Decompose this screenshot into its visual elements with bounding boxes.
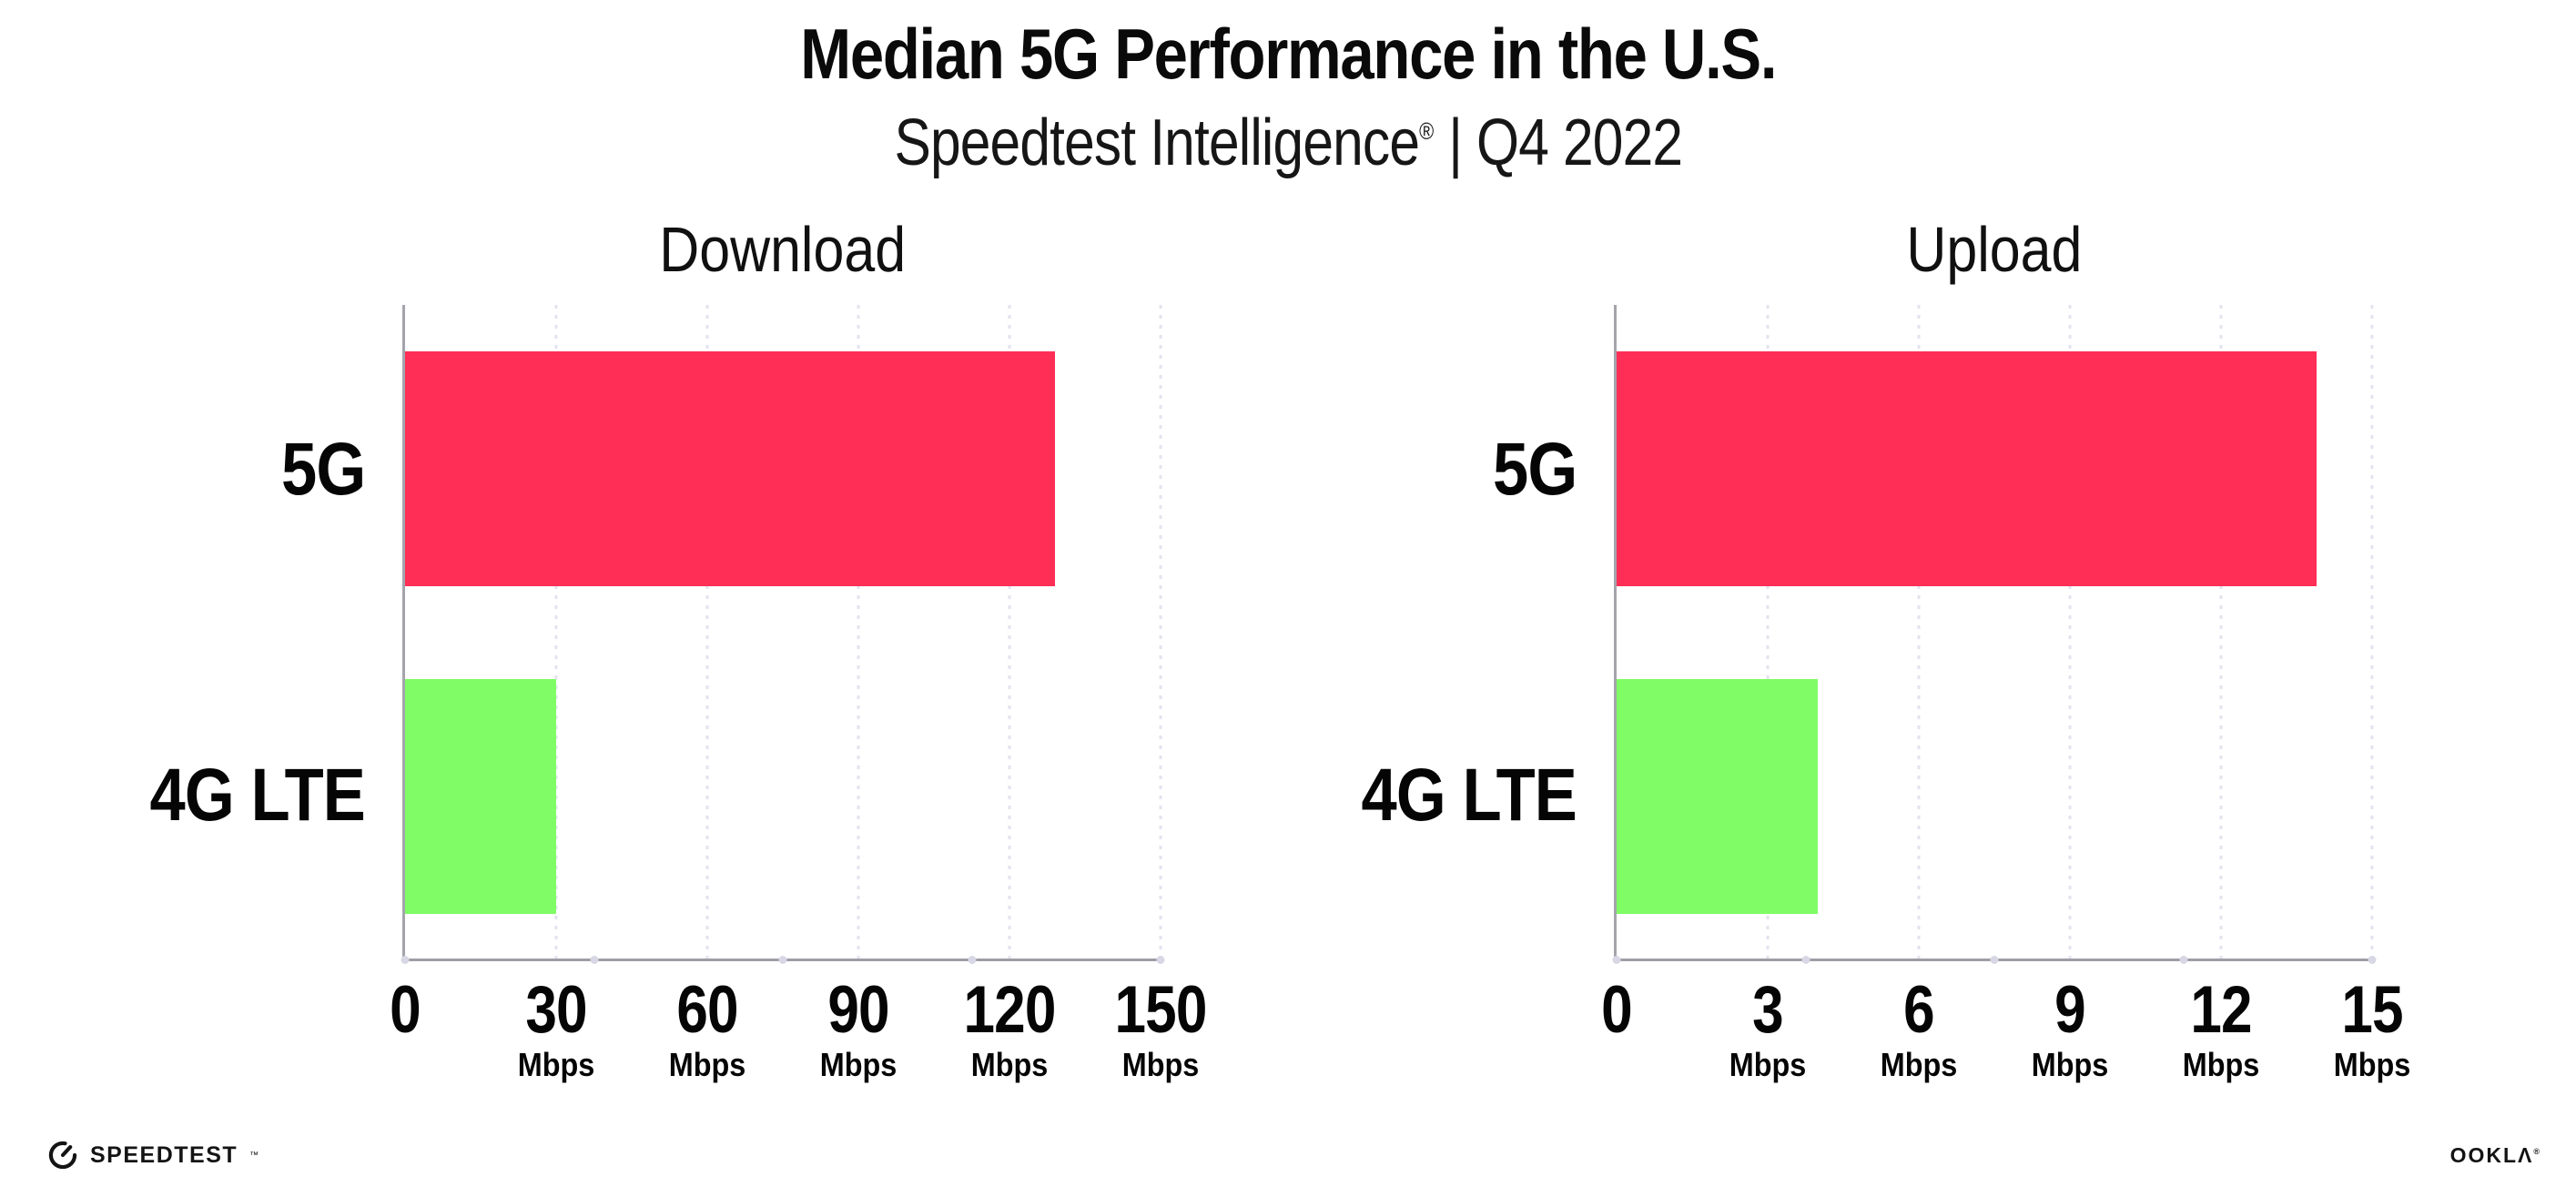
speedtest-gauge-icon [48, 1141, 77, 1170]
row-label-4g-lte: 4G LTE [1361, 754, 1577, 837]
tick-unit: Mbps [517, 1046, 595, 1083]
page-title-text: Median 5G Performance in the U.S. [800, 14, 1777, 94]
gridline [1766, 305, 1770, 959]
tick-value: 150 [1114, 973, 1208, 1047]
row-label-5g: 5G [1492, 427, 1577, 511]
gridline [1008, 305, 1011, 959]
bar-4g-lte [1617, 678, 1819, 915]
tick-label: 9 Mbps [2027, 977, 2113, 1081]
axis-tick-dot [1612, 956, 1621, 964]
tick-unit: Mbps [819, 1046, 898, 1083]
tick-unit: Mbps [1121, 1046, 1200, 1083]
axis-tick-dot [1801, 956, 1810, 964]
tick-label: 120 Mbps [956, 977, 1064, 1081]
axis-tick-dot [2179, 956, 2187, 964]
tick-label: 0 [387, 977, 423, 1043]
tick-value: 15 [2341, 973, 2403, 1047]
row-label-5g: 5G [280, 427, 366, 511]
tick-unit: Mbps [970, 1046, 1049, 1083]
tick-unit: Mbps [1880, 1046, 1958, 1083]
bar-4g-lte [405, 678, 556, 915]
tick-label: 150 Mbps [1107, 977, 1215, 1081]
tick-value: 6 [1903, 973, 1935, 1047]
tick-label: 6 Mbps [1876, 977, 1962, 1081]
gridline [857, 305, 860, 959]
tick-value: 120 [963, 973, 1057, 1047]
tick-label: 3 Mbps [1725, 977, 1810, 1081]
gridline [1159, 305, 1162, 959]
axis-tick-dot [778, 956, 787, 964]
bar-5g [1617, 350, 2317, 587]
tick-label: 60 Mbps [664, 977, 750, 1081]
axis-tick-dot [1990, 956, 1999, 964]
axis-tick-dot [968, 956, 976, 964]
bar-5g [405, 350, 1055, 587]
subtitle-brand: Speedtest Intelligence [894, 107, 1420, 179]
download-chart-title: Download [659, 214, 907, 285]
tick-value: 3 [1752, 973, 1784, 1047]
axis-tick-dot [401, 956, 410, 964]
tick-unit: Mbps [668, 1046, 746, 1083]
tick-value: 9 [2054, 973, 2086, 1047]
tick-value: 0 [1601, 973, 1633, 1047]
axis-tick-dot [1156, 956, 1165, 964]
trademark-icon: ™ [249, 1150, 259, 1161]
tick-unit: Mbps [2333, 1046, 2411, 1083]
page-subtitle-text: Speedtest Intelligence® | Q4 2022 [894, 107, 1683, 179]
axis-tick-dot [2368, 956, 2377, 964]
speedtest-logo: SPEEDTEST ™ [47, 1140, 259, 1171]
tick-value: 12 [2190, 973, 2252, 1047]
tick-label: 15 Mbps [2329, 977, 2415, 1081]
subtitle-period: | Q4 2022 [1433, 107, 1683, 179]
gridline [1917, 305, 1921, 959]
row-label-4g-lte: 4G LTE [149, 754, 366, 837]
tick-label: 30 Mbps [513, 977, 599, 1081]
tick-label: 12 Mbps [2178, 977, 2264, 1081]
upload-chart-title: Upload [1906, 214, 2083, 285]
tick-value: 30 [525, 973, 587, 1047]
tick-value: 90 [827, 973, 889, 1047]
page-title: Median 5G Performance in the U.S. [0, 18, 2576, 89]
gridline [2219, 305, 2223, 959]
tick-value: 0 [390, 973, 421, 1047]
registered-icon: ® [2533, 1147, 2540, 1156]
gridline [2068, 305, 2072, 959]
tick-value: 60 [676, 973, 738, 1047]
gridline [705, 305, 709, 959]
tick-unit: Mbps [2031, 1046, 2109, 1083]
gridline [2370, 305, 2374, 959]
tick-label: 0 [1598, 977, 1635, 1043]
page-subtitle: Speedtest Intelligence® | Q4 2022 [0, 107, 2576, 179]
tick-label: 90 Mbps [816, 977, 901, 1081]
download-chart: Download 5G 4G LTE 0 30 Mbps 60 Mbps 90 Mbps 120… [150, 218, 1208, 1081]
ookla-wordmark: OOKLΛ [2449, 1143, 2534, 1167]
ookla-logo: OOKLΛ® [2450, 1145, 2540, 1166]
tick-unit: Mbps [1729, 1046, 1807, 1083]
tick-unit: Mbps [2182, 1046, 2260, 1083]
gridline [554, 305, 558, 959]
upload-chart: Upload 5G 4G LTE 0 3 Mbps 6 Mbps 9 Mbps 12 Mbps 15… [1362, 218, 2411, 1081]
speedtest-wordmark: SPEEDTEST [90, 1141, 238, 1168]
axis-tick-dot [590, 956, 598, 964]
registered-trademark-icon: ® [1418, 117, 1434, 145]
